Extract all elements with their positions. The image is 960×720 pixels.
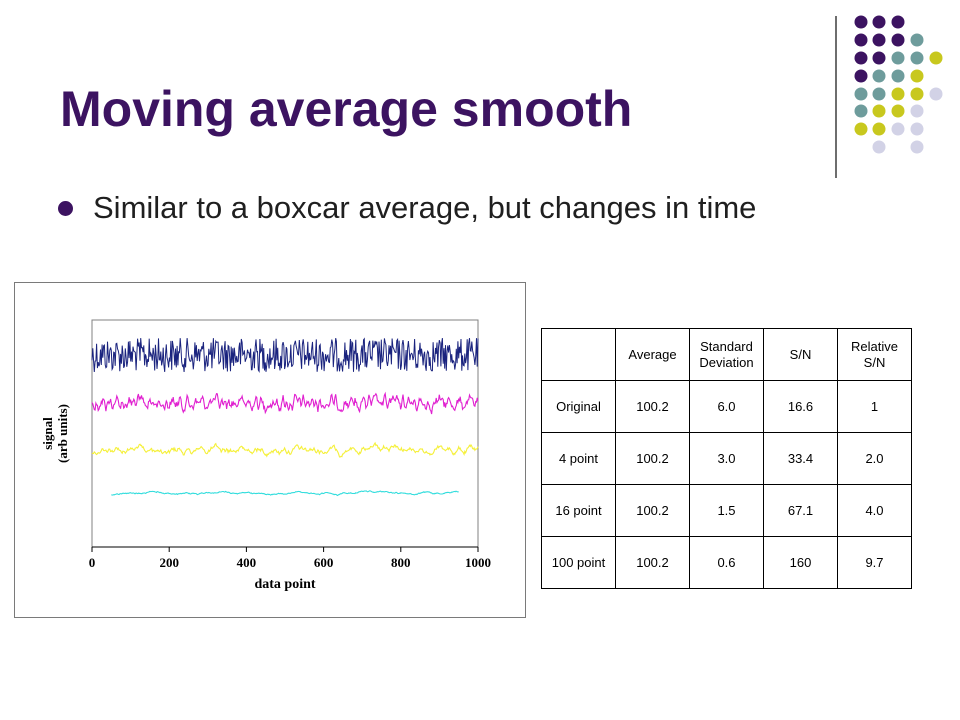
decor-dot xyxy=(910,87,924,101)
slide-title: Moving average smooth xyxy=(60,81,633,137)
decor-dot xyxy=(854,15,868,29)
chart-canvas: 0 200 400 600 800 1000 data point signal (arb… xyxy=(40,319,491,592)
series-line-3 xyxy=(91,441,479,458)
decor-dot xyxy=(854,122,868,136)
table-cell: 1 xyxy=(837,380,912,433)
decor-dot xyxy=(891,15,905,29)
signal-chart: 0 200 400 600 800 1000 data point signal (arb… xyxy=(14,282,526,618)
decor-dot xyxy=(872,104,886,118)
table-cell: 4.0 xyxy=(837,484,912,537)
decor-dot xyxy=(854,87,868,101)
decor-dot xyxy=(910,69,924,83)
decor-dot xyxy=(854,69,868,83)
table-cell: 100.2 xyxy=(615,432,690,485)
y-axis-label-line2: (arb units) xyxy=(55,404,70,463)
decor-dot xyxy=(872,15,886,29)
decor-dot xyxy=(891,33,905,47)
decor-dot xyxy=(891,104,905,118)
x-tick-label: 1000 xyxy=(465,555,491,570)
decor-dot xyxy=(854,33,868,47)
table-cell: 6.0 xyxy=(689,380,764,433)
bullet-dot-icon xyxy=(58,200,73,216)
decorative-dot-grid xyxy=(854,15,943,154)
series-line-1 xyxy=(91,337,479,373)
decor-dot xyxy=(872,87,886,101)
decor-dot xyxy=(891,51,905,65)
x-axis-label: data point xyxy=(254,577,315,592)
table-cell xyxy=(541,328,616,381)
decorative-divider xyxy=(835,16,837,178)
bullet-item: Similar to a boxcar average, but changes… xyxy=(58,190,756,226)
decor-dot xyxy=(891,69,905,83)
y-axis-label: signal (arb units) xyxy=(40,404,70,463)
decor-dot xyxy=(891,122,905,136)
x-tick-label: 800 xyxy=(391,555,411,570)
table-row: 4 point 100.2 3.0 33.4 2.0 xyxy=(541,432,912,485)
table-cell: 3.0 xyxy=(689,432,764,485)
table-cell: 16.6 xyxy=(763,380,838,433)
table-cell: Average xyxy=(615,328,690,381)
table-cell: S/N xyxy=(763,328,838,381)
table-cell: 16 point xyxy=(541,484,616,537)
table-cell: Relative S/N xyxy=(837,328,912,381)
table-cell: 33.4 xyxy=(763,432,838,485)
decor-dot xyxy=(872,69,886,83)
table-cell: 100.2 xyxy=(615,484,690,537)
decor-dot xyxy=(929,51,943,65)
decor-dot xyxy=(872,140,886,154)
decor-dot xyxy=(891,87,905,101)
table-row: 16 point 100.2 1.5 67.1 4.0 xyxy=(541,484,912,537)
table-cell: 100 point xyxy=(541,536,616,589)
decor-dot xyxy=(910,140,924,154)
table-header-row: Average Standard Deviation S/N Relative S/N xyxy=(541,328,912,381)
x-tick-label: 600 xyxy=(314,555,334,570)
decor-dot xyxy=(854,104,868,118)
decor-dot xyxy=(854,51,868,65)
decor-dot xyxy=(910,51,924,65)
table-cell: Original xyxy=(541,380,616,433)
table-cell: 100.2 xyxy=(615,380,690,433)
decor-dot xyxy=(910,122,924,136)
x-tick-label: 0 xyxy=(89,555,96,570)
table-row: Original 100.2 6.0 16.6 1 xyxy=(541,380,912,433)
table-cell: 67.1 xyxy=(763,484,838,537)
x-tick-label: 200 xyxy=(159,555,179,570)
series-layer xyxy=(91,337,479,497)
decor-dot xyxy=(872,51,886,65)
table-cell: 2.0 xyxy=(837,432,912,485)
bullet-text: Similar to a boxcar average, but changes… xyxy=(93,190,757,225)
table-cell: 1.5 xyxy=(689,484,764,537)
decor-dot xyxy=(872,122,886,136)
x-axis: 0 200 400 600 800 1000 xyxy=(89,546,491,570)
table-cell: 160 xyxy=(763,536,838,589)
sn-table: Average Standard Deviation S/N Relative S/N… xyxy=(541,328,912,589)
y-axis-label-line1: signal xyxy=(40,417,55,450)
table-cell: 0.6 xyxy=(689,536,764,589)
decor-dot xyxy=(910,104,924,118)
table-row: 100 point 100.2 0.6 160 9.7 xyxy=(541,536,912,589)
x-tick-label: 400 xyxy=(237,555,257,570)
table-cell: 9.7 xyxy=(837,536,912,589)
table-cell: 100.2 xyxy=(615,536,690,589)
table-cell: Standard Deviation xyxy=(689,328,764,381)
table-cell: 4 point xyxy=(541,432,616,485)
series-line-4 xyxy=(111,490,459,497)
decor-dot xyxy=(929,87,943,101)
decor-dot xyxy=(910,33,924,47)
series-line-2 xyxy=(91,391,479,415)
decor-dot xyxy=(872,33,886,47)
